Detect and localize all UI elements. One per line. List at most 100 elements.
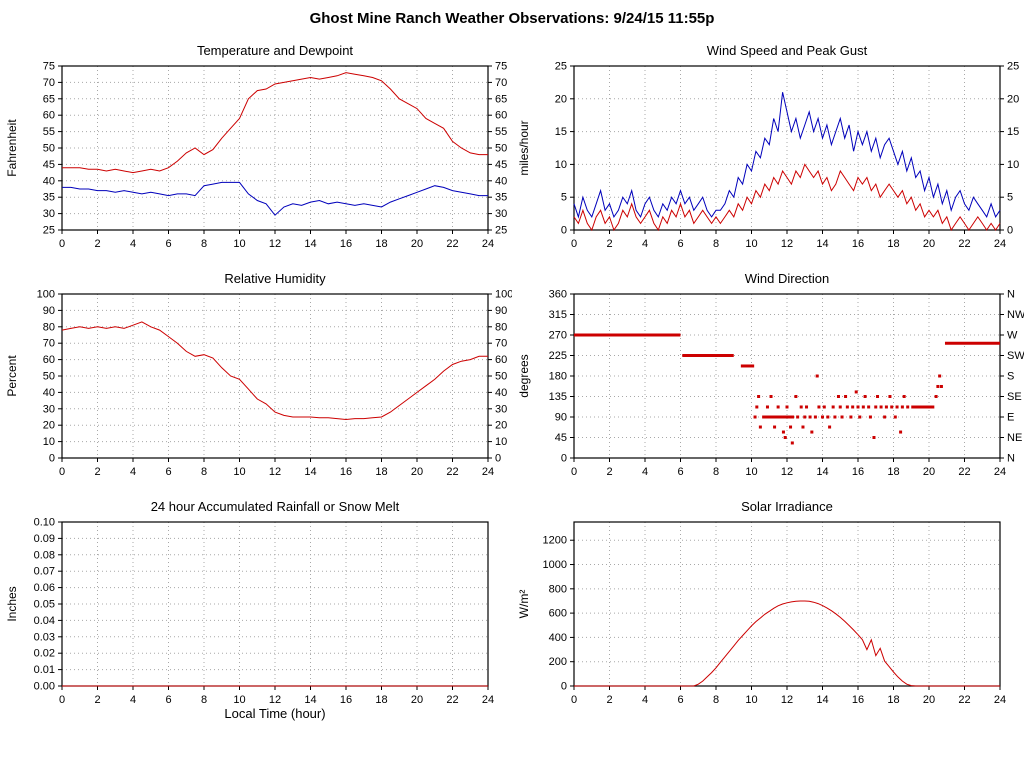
svg-text:600: 600 [549,608,567,620]
svg-text:14: 14 [816,466,828,478]
chart-title-wind-speed-gust: Wind Speed and Peak Gust [706,43,868,58]
svg-text:0: 0 [571,694,577,706]
svg-text:8: 8 [201,466,207,478]
svg-text:1200: 1200 [543,535,567,547]
svg-text:24: 24 [994,466,1006,478]
svg-text:12: 12 [781,466,793,478]
chart-title-wind-direction: Wind Direction [744,271,830,286]
svg-text:5: 5 [1007,192,1013,204]
svg-text:800: 800 [549,583,567,595]
svg-text:20: 20 [923,694,935,706]
svg-text:80: 80 [43,321,55,333]
svg-text:15: 15 [555,126,567,138]
svg-text:20: 20 [43,420,55,432]
svg-text:75: 75 [495,61,507,73]
svg-text:8: 8 [713,694,719,706]
svg-text:18: 18 [887,694,899,706]
svg-text:270: 270 [549,330,567,342]
svg-text:0.07: 0.07 [34,566,55,578]
svg-text:NE: NE [1007,432,1022,444]
svg-text:6: 6 [165,694,171,706]
chart-title-rainfall: 24 hour Accumulated Rainfall or Snow Mel… [150,499,400,514]
svg-text:0.05: 0.05 [34,599,55,611]
svg-text:90: 90 [555,412,567,424]
svg-text:25: 25 [555,61,567,73]
svg-text:70: 70 [43,77,55,89]
svg-text:8: 8 [713,238,719,250]
solar-irradiance-plot: 0 2 4 6 8 10 12 14 16 18 20 22 240200400600800100012… [517,521,1006,706]
svg-text:16: 16 [340,466,352,478]
svg-text:20: 20 [1007,93,1019,105]
svg-text:360: 360 [549,289,567,301]
svg-text:0: 0 [571,466,577,478]
svg-text:0: 0 [495,453,501,465]
svg-text:14: 14 [304,466,316,478]
svg-text:75: 75 [43,61,55,73]
svg-text:16: 16 [340,694,352,706]
svg-text:50: 50 [43,371,55,383]
svg-text:14: 14 [304,238,316,250]
svg-text:Inches: Inches [5,586,19,621]
svg-text:35: 35 [43,192,55,204]
svg-text:0.08: 0.08 [34,549,55,561]
svg-text:24: 24 [994,694,1006,706]
svg-text:24: 24 [482,694,494,706]
svg-text:20: 20 [495,420,507,432]
svg-text:18: 18 [887,466,899,478]
svg-text:25: 25 [495,225,507,237]
svg-text:22: 22 [446,694,458,706]
svg-text:30: 30 [495,403,507,415]
svg-text:40: 40 [43,175,55,187]
chart-title-solar-irradiance: Solar Irradiance [741,499,833,514]
svg-text:5: 5 [561,192,567,204]
svg-text:2: 2 [606,238,612,250]
svg-text:12: 12 [269,694,281,706]
svg-text:1000: 1000 [543,559,567,571]
svg-text:35: 35 [495,192,507,204]
svg-text:4: 4 [642,238,648,250]
svg-text:40: 40 [495,175,507,187]
charts-grid: Temperature and Dewpoint 0 2 4 6 8 10 12 14 16 18… [0,42,1024,726]
svg-text:16: 16 [852,466,864,478]
chart-rainfall: 24 hour Accumulated Rainfall or Snow Mel… [0,498,512,722]
svg-text:10: 10 [43,436,55,448]
svg-text:70: 70 [495,338,507,350]
svg-text:18: 18 [375,694,387,706]
svg-text:45: 45 [555,432,567,444]
chart-wind-speed-gust: Wind Speed and Peak Gust 0 2 4 6 8 10 12 14 16 18… [512,42,1024,266]
svg-text:25: 25 [1007,61,1019,73]
svg-text:16: 16 [852,694,864,706]
chart-relative-humidity: Relative Humidity 0 2 4 6 8 10 12 14 16 18 20 22 24 0… [0,270,512,494]
svg-text:miles/hour: miles/hour [517,120,531,175]
svg-text:90: 90 [495,305,507,317]
svg-text:Fahrenheit: Fahrenheit [5,119,19,177]
svg-text:SW: SW [1007,350,1024,362]
svg-text:4: 4 [642,466,648,478]
chart-temperature-dewpoint: Temperature and Dewpoint 0 2 4 6 8 10 12 14 16 18… [0,42,512,266]
svg-text:S: S [1007,371,1014,383]
svg-text:315: 315 [549,309,567,321]
svg-text:0.03: 0.03 [34,631,55,643]
svg-text:E: E [1007,412,1014,424]
svg-text:10: 10 [745,466,757,478]
svg-text:4: 4 [130,694,136,706]
svg-text:6: 6 [677,238,683,250]
svg-text:20: 20 [411,238,423,250]
weather-dashboard: Ghost Mine Ranch Weather Observations: 9… [0,10,1024,726]
svg-text:0.10: 0.10 [34,517,55,529]
svg-text:12: 12 [269,238,281,250]
svg-text:20: 20 [411,694,423,706]
svg-text:135: 135 [549,391,567,403]
svg-text:30: 30 [495,208,507,220]
svg-text:70: 70 [43,338,55,350]
svg-text:24: 24 [482,238,494,250]
svg-text:18: 18 [375,466,387,478]
svg-text:0: 0 [59,694,65,706]
svg-text:15: 15 [1007,126,1019,138]
rainfall-plot: 0 2 4 6 8 10 12 14 16 18 20 22 240.000.010.020.030.0… [5,517,494,722]
svg-text:10: 10 [233,466,245,478]
chart-title-relative-humidity: Relative Humidity [224,271,326,286]
svg-text:50: 50 [495,371,507,383]
svg-text:16: 16 [852,238,864,250]
